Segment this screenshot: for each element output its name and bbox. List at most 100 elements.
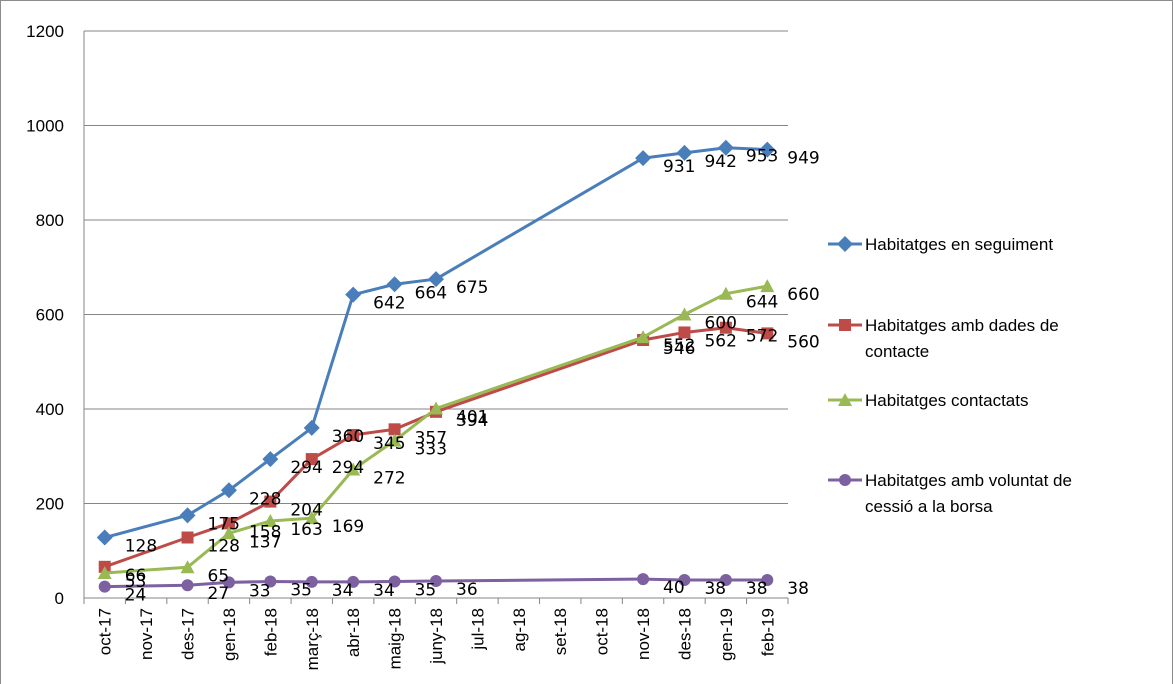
x-tick-label: des-18 [675, 608, 694, 660]
square-marker [222, 517, 235, 530]
data-label: 942 [704, 152, 736, 172]
x-tick-label: ag-18 [510, 608, 529, 651]
circle-marker [430, 574, 442, 587]
x-tick-label: feb-18 [261, 608, 280, 656]
x-tick-label: nov-17 [137, 608, 156, 660]
data-label: 66 [125, 566, 147, 586]
data-labels: 128 175 228 294 360 642 664 675 931 942 953 949 66 12… [125, 147, 820, 606]
y-axis: 0 200 400 600 800 1000 1200 [26, 22, 85, 608]
x-tick-label: des-17 [179, 608, 198, 660]
y-tick-label: 800 [36, 211, 64, 230]
circle-marker [222, 576, 235, 589]
data-label: 128 [208, 537, 240, 557]
x-tick-label: gen-18 [220, 608, 239, 661]
data-label: 175 [208, 514, 240, 534]
data-label: 40 [663, 578, 685, 598]
diamond-marker [428, 271, 444, 288]
circle-marker [388, 575, 401, 588]
diamond-marker [96, 529, 113, 546]
data-label: 163 [290, 520, 322, 540]
triangle-marker [180, 560, 195, 574]
data-label: 228 [249, 489, 281, 509]
triangle-marker [838, 393, 852, 406]
circle-marker [305, 575, 318, 588]
data-label: 38 [746, 579, 768, 599]
data-label: 394 [456, 411, 488, 431]
series-3 [97, 279, 775, 579]
legend-label: Habitatges amb dades de [865, 316, 1059, 335]
data-label: 24 [125, 586, 147, 606]
circle-marker [839, 474, 851, 486]
data-label: 931 [663, 157, 695, 177]
data-label: 294 [290, 458, 322, 478]
data-label: 272 [373, 468, 405, 488]
legend-item: Habitatges amb dades de contacte [828, 316, 1059, 361]
legend-item: Habitatges en seguiment [828, 235, 1053, 254]
x-tick-label: juny-18 [427, 608, 446, 665]
square-marker [305, 453, 318, 466]
legend-label: Habitatges contactats [865, 391, 1028, 410]
legend: Habitatges en seguiment Habitatges amb da… [828, 235, 1072, 516]
square-marker [264, 495, 277, 508]
series-line [104, 284, 768, 575]
data-label: 34 [373, 581, 395, 601]
triangle-marker [429, 401, 443, 415]
x-tick-label: maig-18 [386, 608, 405, 669]
data-label: 169 [332, 517, 364, 537]
data-label: 953 [746, 147, 778, 167]
x-tick-label: set-18 [551, 608, 570, 655]
x-tick-label: març-18 [303, 608, 322, 670]
x-tick-label: oct-18 [593, 608, 612, 655]
square-marker [839, 319, 851, 331]
circle-marker [181, 579, 194, 592]
data-label: 560 [787, 332, 819, 352]
circle-marker [98, 580, 111, 593]
data-label: 35 [415, 580, 437, 600]
circle-marker [761, 574, 774, 587]
data-label: 137 [249, 532, 281, 552]
x-tick-label: gen-19 [717, 608, 736, 661]
square-marker [719, 321, 732, 334]
x-tick-label: feb-19 [758, 608, 777, 656]
x-axis: oct-17 nov-17 des-17 gen-18 feb-18 març-18 abr… [83, 597, 789, 670]
diamond-marker [303, 419, 320, 436]
data-label: 572 [746, 327, 778, 347]
data-label: 38 [787, 579, 809, 599]
y-tick-label: 1200 [26, 22, 64, 41]
series-1 [96, 139, 776, 546]
triangle-marker [760, 279, 775, 293]
diamond-marker [262, 451, 279, 468]
triangle-marker [677, 307, 692, 321]
data-label: 333 [415, 440, 447, 460]
data-label: 546 [663, 339, 695, 359]
diamond-marker [759, 141, 776, 158]
x-tick-label: oct-17 [96, 608, 115, 655]
circle-marker [347, 575, 360, 588]
data-label: 294 [332, 458, 364, 478]
circle-marker [719, 574, 732, 587]
legend-item: Habitatges contactats [828, 391, 1028, 410]
data-label: 360 [332, 427, 364, 447]
circle-marker [678, 574, 691, 587]
diamond-marker [717, 139, 734, 156]
data-label: 357 [415, 428, 447, 448]
legend-label: cessió a la borsa [865, 497, 993, 516]
data-label: 660 [787, 285, 819, 305]
legend-label: contacte [865, 342, 929, 361]
circle-marker [264, 575, 277, 588]
data-label: 552 [663, 336, 695, 356]
circle-marker [637, 573, 650, 586]
data-label: 949 [787, 149, 819, 169]
data-label: 35 [290, 580, 312, 600]
x-tick-label: jul-18 [468, 608, 487, 651]
diamond-marker [837, 236, 853, 252]
data-label: 644 [746, 293, 778, 313]
data-label: 158 [249, 522, 281, 542]
data-label: 675 [456, 278, 488, 298]
y-tick-label: 1000 [26, 117, 64, 136]
diamond-marker [676, 144, 693, 161]
x-tick-label: abr-18 [344, 608, 363, 657]
data-label: 34 [332, 581, 354, 601]
y-tick-label: 200 [36, 495, 64, 514]
